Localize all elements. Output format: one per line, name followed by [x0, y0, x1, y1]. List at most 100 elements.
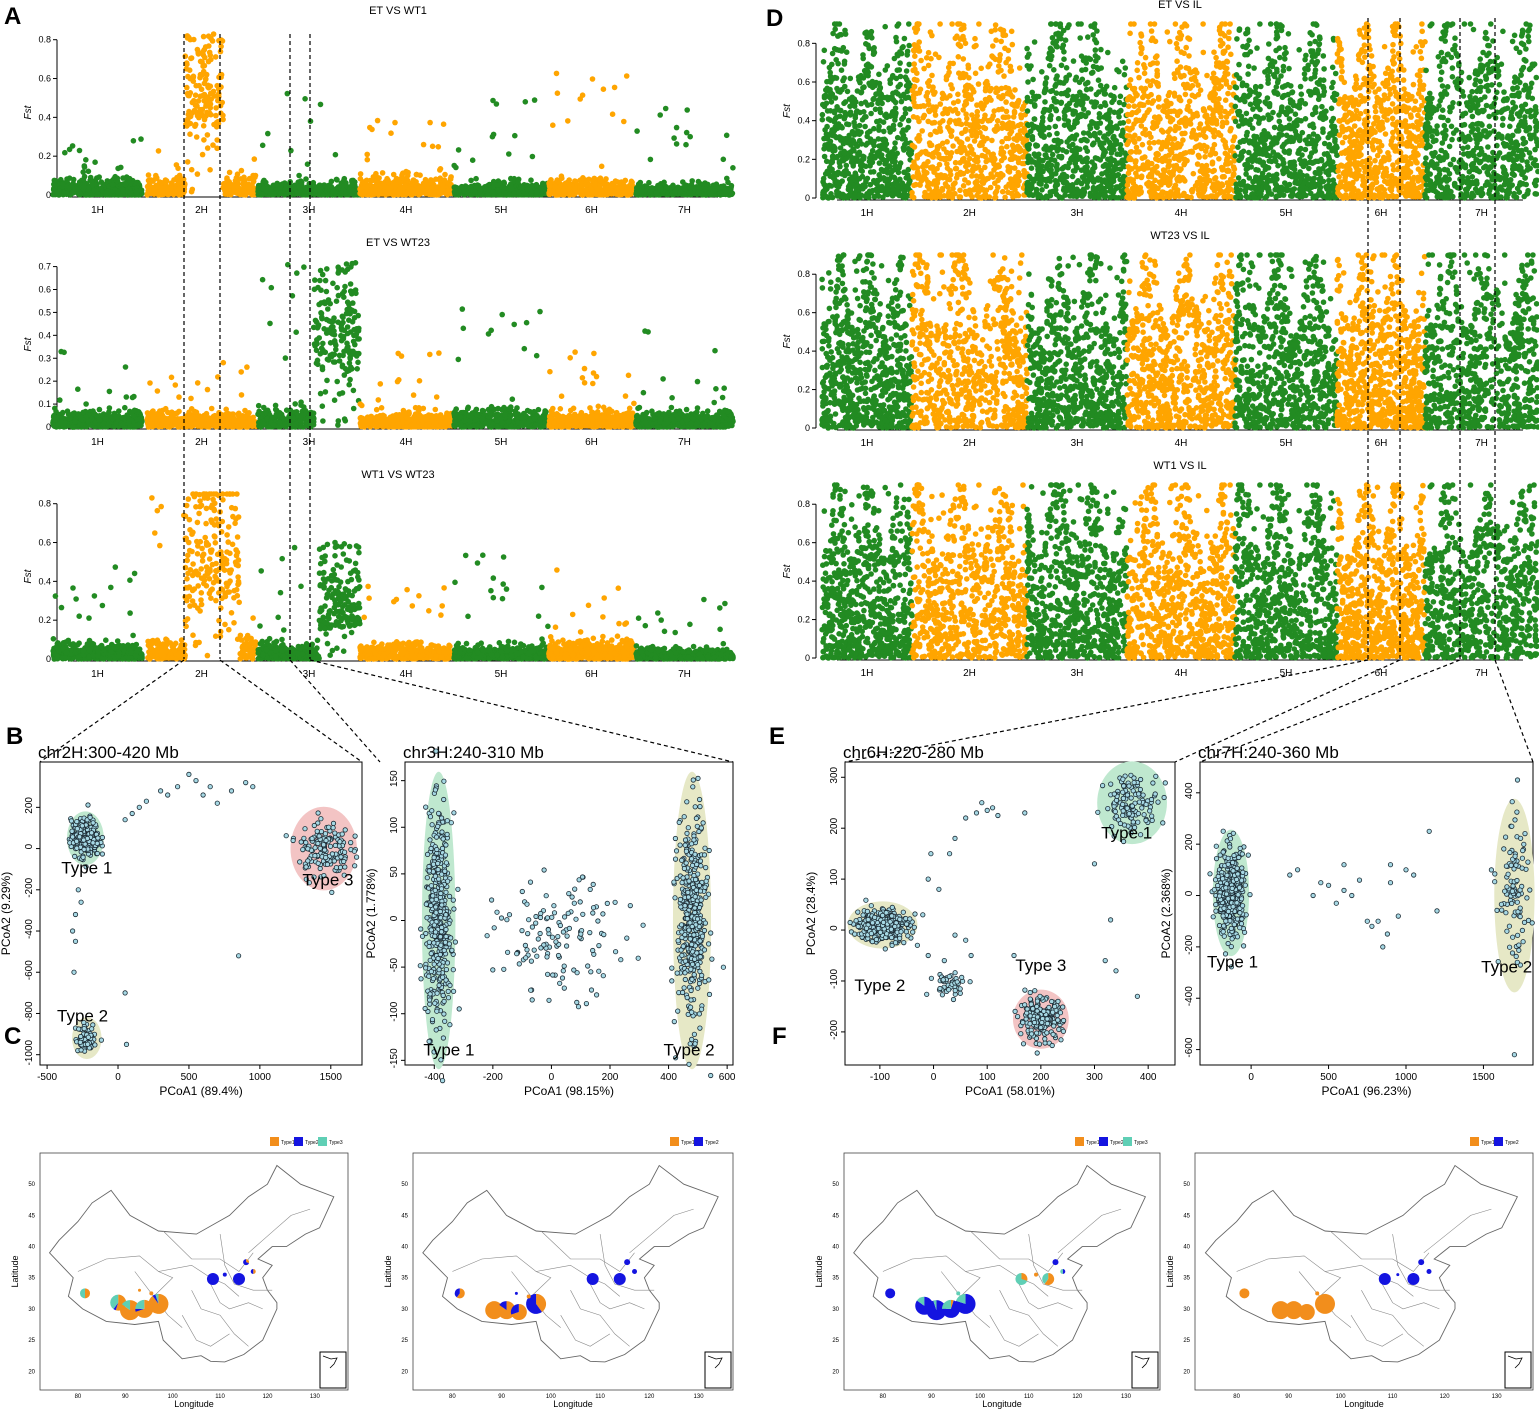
fst-point	[489, 189, 496, 195]
fst-point	[332, 151, 339, 158]
fst-point	[239, 417, 246, 424]
fst-point	[196, 413, 203, 419]
fst-point	[204, 386, 211, 393]
fst-point	[298, 413, 304, 420]
fst-point	[192, 123, 198, 129]
fst-point	[83, 401, 89, 407]
fst-point	[206, 415, 212, 421]
fst-point	[328, 178, 335, 185]
fst-point	[472, 189, 479, 195]
chromosome-label: 3H	[303, 205, 316, 216]
fst-point	[251, 156, 258, 162]
fst-point	[515, 179, 521, 185]
fst-point	[238, 369, 244, 375]
fst-point	[211, 121, 217, 128]
fst-point	[54, 189, 60, 196]
chromosome-5H-points	[451, 306, 551, 430]
fst-point	[218, 110, 224, 116]
fst-point	[319, 403, 326, 410]
fst-point	[282, 355, 289, 361]
fst-point	[712, 186, 718, 192]
fst-point	[317, 101, 324, 108]
fst-point	[217, 102, 224, 109]
fst-point	[188, 166, 195, 173]
fst-point	[435, 144, 442, 150]
chromosome-2H-points	[144, 31, 259, 198]
fst-point	[410, 392, 417, 398]
fst-point	[437, 412, 444, 418]
chromosome-label: 7H	[678, 205, 691, 216]
fst-point	[359, 402, 365, 409]
fst-point	[344, 340, 350, 347]
fst-point	[493, 101, 500, 107]
fst-point	[330, 188, 337, 194]
fst-point	[278, 423, 285, 429]
fst-point	[206, 424, 212, 430]
fst-point	[80, 169, 86, 175]
fst-point	[108, 189, 115, 195]
fst-point	[489, 133, 496, 140]
fst-point	[661, 179, 667, 186]
fst-point	[306, 180, 313, 187]
fst-point	[350, 405, 357, 412]
fst-point	[75, 386, 81, 393]
fst-point	[261, 177, 267, 184]
chromosome-7H-points	[633, 105, 736, 198]
manhattan-ytick-label: 0.4	[38, 112, 51, 122]
fst-point	[200, 68, 207, 75]
fst-point	[426, 179, 433, 185]
chromosome-4H-points	[357, 117, 455, 198]
fst-point	[199, 151, 206, 158]
fst-point	[173, 162, 180, 168]
fst-point	[120, 175, 126, 181]
chromosome-label: 4H	[400, 437, 413, 448]
fst-point	[684, 107, 690, 113]
chromosome-1H-points	[50, 348, 145, 430]
fst-point	[246, 185, 252, 191]
fst-point	[199, 106, 206, 113]
fst-point	[193, 420, 200, 427]
fst-point	[214, 137, 220, 143]
fst-point	[441, 177, 448, 184]
fst-point	[170, 191, 177, 198]
fst-point	[76, 147, 83, 154]
fst-point	[597, 177, 603, 184]
fst-point	[70, 411, 76, 417]
fst-point	[433, 394, 440, 400]
fst-point	[284, 90, 291, 97]
fst-point	[725, 179, 731, 186]
fst-point	[350, 387, 357, 394]
manhattan-title: ET VS WT1	[369, 5, 427, 17]
fst-point	[207, 52, 214, 59]
fst-point	[722, 191, 729, 198]
fst-point	[211, 93, 218, 99]
fst-point	[236, 423, 243, 429]
fst-point	[150, 414, 156, 420]
fst-point	[410, 177, 417, 183]
fst-point	[335, 319, 341, 326]
fst-point	[382, 189, 388, 195]
fst-point	[374, 117, 381, 124]
fst-point	[673, 141, 680, 147]
fst-point	[213, 423, 220, 430]
fst-point	[364, 414, 371, 421]
fst-point	[176, 185, 182, 192]
fst-point	[344, 324, 351, 330]
fst-point	[186, 108, 192, 115]
fst-point	[218, 74, 224, 80]
fst-point	[555, 192, 561, 198]
fst-point	[188, 421, 194, 428]
fst-point	[255, 402, 262, 409]
fst-point	[448, 174, 454, 180]
fst-point	[349, 182, 355, 188]
fst-point	[638, 189, 645, 195]
fst-point	[118, 181, 124, 188]
fst-point	[205, 111, 211, 117]
fst-point	[83, 157, 89, 163]
fst-point	[322, 277, 329, 284]
fst-point	[184, 159, 191, 165]
fst-point	[332, 340, 338, 346]
fst-point	[429, 143, 436, 150]
fst-point	[459, 184, 465, 190]
fst-point	[224, 421, 231, 427]
